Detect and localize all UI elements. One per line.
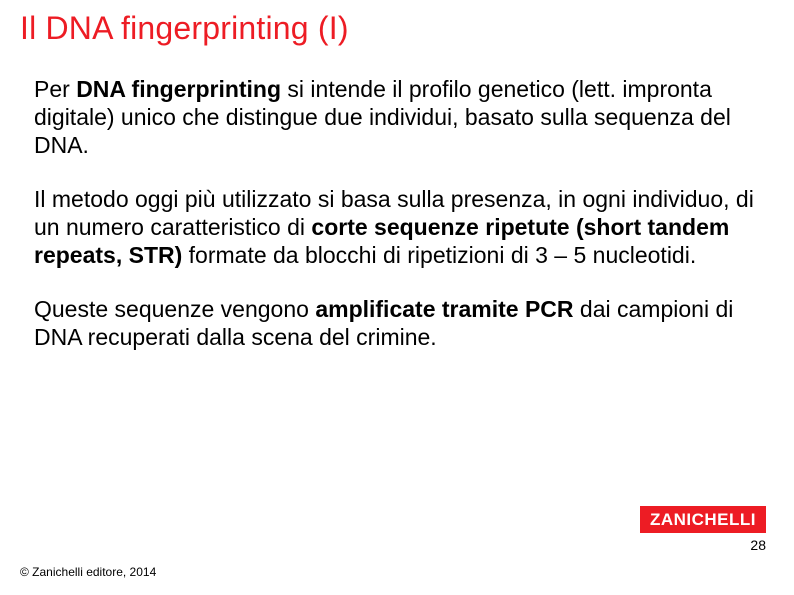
slide-title: Il DNA fingerprinting (I) xyxy=(20,10,766,47)
p1-bold-1: DNA fingerprinting xyxy=(76,76,281,102)
copyright-text: © Zanichelli editore, 2014 xyxy=(20,565,156,579)
p3-text-1: Queste sequenze vengono xyxy=(34,296,315,322)
p3-bold-1: amplificate tramite PCR xyxy=(315,296,573,322)
slide-body: Per DNA fingerprinting si intende il pro… xyxy=(34,75,760,351)
slide: Il DNA fingerprinting (I) Per DNA finger… xyxy=(0,0,794,595)
page-number: 28 xyxy=(750,537,766,553)
paragraph-1: Per DNA fingerprinting si intende il pro… xyxy=(34,75,760,159)
paragraph-3: Queste sequenze vengono amplificate tram… xyxy=(34,295,760,351)
publisher-logo: ZANICHELLI xyxy=(640,506,766,533)
paragraph-2: Il metodo oggi più utilizzato si basa su… xyxy=(34,185,760,269)
p1-text-1: Per xyxy=(34,76,76,102)
p2-text-2: formate da blocchi di ripetizioni di 3 –… xyxy=(182,242,696,268)
